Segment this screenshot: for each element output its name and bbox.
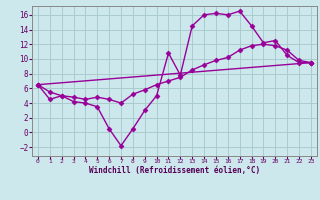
X-axis label: Windchill (Refroidissement éolien,°C): Windchill (Refroidissement éolien,°C) xyxy=(89,166,260,175)
